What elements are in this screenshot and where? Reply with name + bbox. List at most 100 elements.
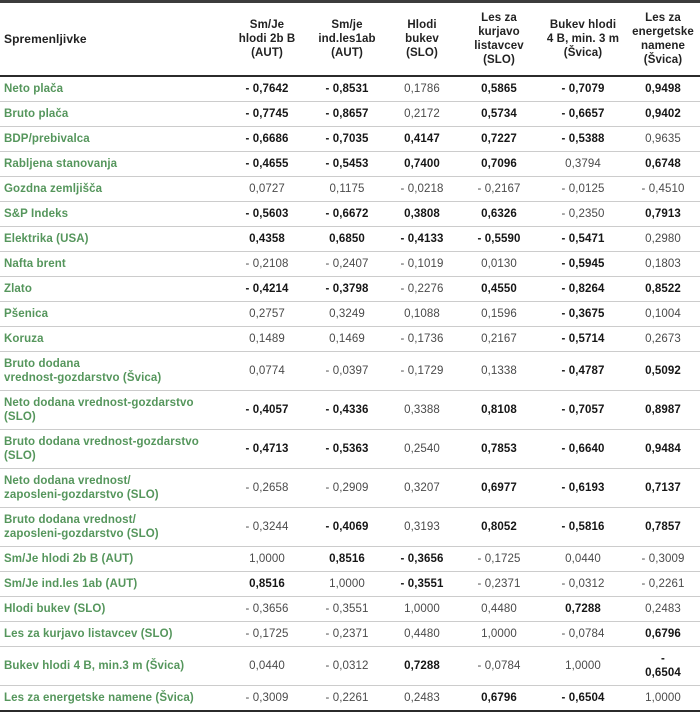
row-label: Rabljena stanovanja — [0, 151, 226, 177]
correlation-value: 0,7227 — [458, 126, 540, 152]
correlation-value: - 0,2167 — [458, 176, 540, 202]
correlation-value: 0,4480 — [386, 621, 458, 647]
table-row: Bruto dodana vrednost/ zaposleni-gozdars… — [0, 507, 700, 547]
table-row: Les za kurjavo listavcev (SLO) - 0,1725- … — [0, 621, 700, 647]
correlation-value: 0,0727 — [226, 176, 308, 202]
correlation-value: 0,8108 — [458, 390, 540, 430]
correlation-value: - 0,7035 — [308, 126, 386, 152]
correlation-value: 0,6796 — [626, 621, 700, 647]
row-label: Nafta brent — [0, 251, 226, 277]
correlation-value: - 0,4510 — [626, 176, 700, 202]
table-row: Bruto dodana vrednost-gozdarstvo (Švica)… — [0, 351, 700, 391]
column-header: Sm/Je hlodi 2b B (AUT) — [226, 1, 308, 77]
variables-column-header: Spremenljivke — [0, 1, 226, 77]
correlation-value: 0,2540 — [386, 429, 458, 469]
correlation-value: - 0,5816 — [540, 507, 626, 547]
correlation-value: - 0,5714 — [540, 326, 626, 352]
correlation-value: - 0,2108 — [226, 251, 308, 277]
correlation-value: - 0,5603 — [226, 201, 308, 227]
row-label: Les za energetske namene (Švica) — [0, 685, 226, 711]
correlation-value: - 0,5363 — [308, 429, 386, 469]
row-label: Koruza — [0, 326, 226, 352]
row-label: Sm/Je hlodi 2b B (AUT) — [0, 546, 226, 572]
correlation-value: 0,8052 — [458, 507, 540, 547]
correlation-value: 0,0130 — [458, 251, 540, 277]
row-label: Zlato — [0, 276, 226, 302]
row-label: Hlodi bukev (SLO) — [0, 596, 226, 622]
table-row: Neto dodana vrednost/ zaposleni-gozdarst… — [0, 468, 700, 508]
row-label: S&P Indeks — [0, 201, 226, 227]
column-header: Les za kurjavo listavcev (SLO) — [458, 1, 540, 77]
correlation-value: - 0,8531 — [325, 83, 369, 95]
correlation-value: 0,3808 — [386, 201, 458, 227]
correlation-value: 0,3249 — [308, 301, 386, 327]
correlation-value: 0,0440 — [226, 646, 308, 686]
row-label: Neto dodana vrednost-gozdarstvo (SLO) — [0, 390, 226, 430]
correlation-value: 0,7400 — [386, 151, 458, 177]
correlation-value: - 0,3551 — [386, 571, 458, 597]
correlation-value: 1,0000 — [540, 646, 626, 686]
correlation-value: - 0,4713 — [226, 429, 308, 469]
row-label: BDP/prebivalca — [0, 126, 226, 152]
correlation-value: 0,6326 — [458, 201, 540, 227]
correlation-value: - 0,8657 — [308, 101, 386, 127]
correlation-value: - 0,4787 — [540, 351, 626, 391]
row-label: Bruto dodana vrednost-gozdarstvo (SLO) — [0, 429, 226, 469]
correlation-value: 0,2172 — [386, 101, 458, 127]
table-row: Bruto plača - 0,7745- 0,8657 0,2172 0,5734-… — [0, 101, 700, 127]
correlation-value: - 0,1725 — [226, 621, 308, 647]
correlation-value: - 0,5388 — [540, 126, 626, 152]
correlation-value: - 0,1019 — [386, 251, 458, 277]
correlation-value: - 0,5590 — [458, 226, 540, 252]
correlation-value: 0,2167 — [458, 326, 540, 352]
correlation-value: 0,1596 — [458, 301, 540, 327]
correlation-value: 1,0000 — [386, 596, 458, 622]
correlation-value: 0,1175 — [308, 176, 386, 202]
table-row: Zlato - 0,4214- 0,3798- 0,2276 0,4550- 0,8… — [0, 276, 700, 302]
table-row: Nafta brent - 0,2108- 0,2407- 0,1019 0,013… — [0, 251, 700, 277]
correlation-value: - 0,7642 — [245, 83, 289, 95]
correlation-value: - 0,6640 — [540, 429, 626, 469]
correlation-value: 1,0000 — [308, 571, 386, 597]
row-label: Pšenica — [0, 301, 226, 327]
table-row: Les za energetske namene (Švica) - 0,3009… — [0, 685, 700, 711]
row-label: Sm/Je ind.les 1ab (AUT) — [0, 571, 226, 597]
correlation-value: - 0,3798 — [308, 276, 386, 302]
correlation-value: 0,2483 — [386, 685, 458, 711]
row-label: Bruto dodana vrednost/ zaposleni-gozdars… — [0, 507, 226, 547]
correlation-value: 0,1786 — [404, 83, 440, 95]
correlation-value: - 0,6504 — [540, 685, 626, 711]
correlation-value: 0,7853 — [458, 429, 540, 469]
table-row: Pšenica 0,2757 0,3249 0,1088 0,1596- 0,3675 0… — [0, 301, 700, 327]
correlation-value: 0,3207 — [386, 468, 458, 508]
correlation-value: 0,1004 — [626, 301, 700, 327]
correlation-value: - 0,0218 — [386, 176, 458, 202]
correlation-value: 0,6977 — [458, 468, 540, 508]
correlation-value: - 0,7057 — [540, 390, 626, 430]
correlation-value: 0,1088 — [386, 301, 458, 327]
correlation-value: - 0,0784 — [458, 646, 540, 686]
correlation-value: 0,1469 — [308, 326, 386, 352]
correlation-value: - 0,2407 — [308, 251, 386, 277]
correlation-value: - 0,2261 — [308, 685, 386, 711]
table-row: Bukev hlodi 4 B, min.3 m (Švica) 0,0440- … — [0, 646, 700, 686]
correlation-value: 0,7288 — [386, 646, 458, 686]
correlation-value: 1,0000 — [458, 621, 540, 647]
correlation-value: - 0,5945 — [540, 251, 626, 277]
table-row: Elektrika (USA) 0,4358 0,6850- 0,4133- 0,5… — [0, 226, 700, 252]
correlation-value: - 0,0125 — [540, 176, 626, 202]
correlation-value: - 0,1736 — [386, 326, 458, 352]
correlation-value: 0,4550 — [458, 276, 540, 302]
correlation-value: - 0,0397 — [308, 351, 386, 391]
correlation-value: 0,9402 — [626, 101, 700, 127]
correlation-value: 0,3388 — [386, 390, 458, 430]
correlation-value: - 0,2658 — [226, 468, 308, 508]
correlation-value: 0,0440 — [540, 546, 626, 572]
correlation-value: 0,1803 — [626, 251, 700, 277]
correlation-value: 0,1338 — [458, 351, 540, 391]
table-row: Bruto dodana vrednost-gozdarstvo (SLO) - … — [0, 429, 700, 469]
row-label: Elektrika (USA) — [0, 226, 226, 252]
correlation-value: - 0,2371 — [308, 621, 386, 647]
correlation-value: - 0,4133 — [386, 226, 458, 252]
